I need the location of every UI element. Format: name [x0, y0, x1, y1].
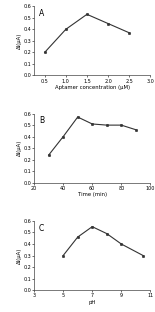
- Y-axis label: ΔI(μA): ΔI(μA): [17, 140, 22, 156]
- Text: B: B: [39, 116, 44, 125]
- Text: C: C: [39, 224, 44, 233]
- X-axis label: Time (min): Time (min): [78, 193, 107, 197]
- X-axis label: pH: pH: [89, 300, 96, 305]
- Text: A: A: [39, 9, 44, 18]
- Y-axis label: ΔI(μA): ΔI(μA): [17, 247, 22, 264]
- X-axis label: Aptamer concentration (μM): Aptamer concentration (μM): [55, 85, 130, 90]
- Y-axis label: ΔI(μA): ΔI(μA): [17, 33, 22, 49]
